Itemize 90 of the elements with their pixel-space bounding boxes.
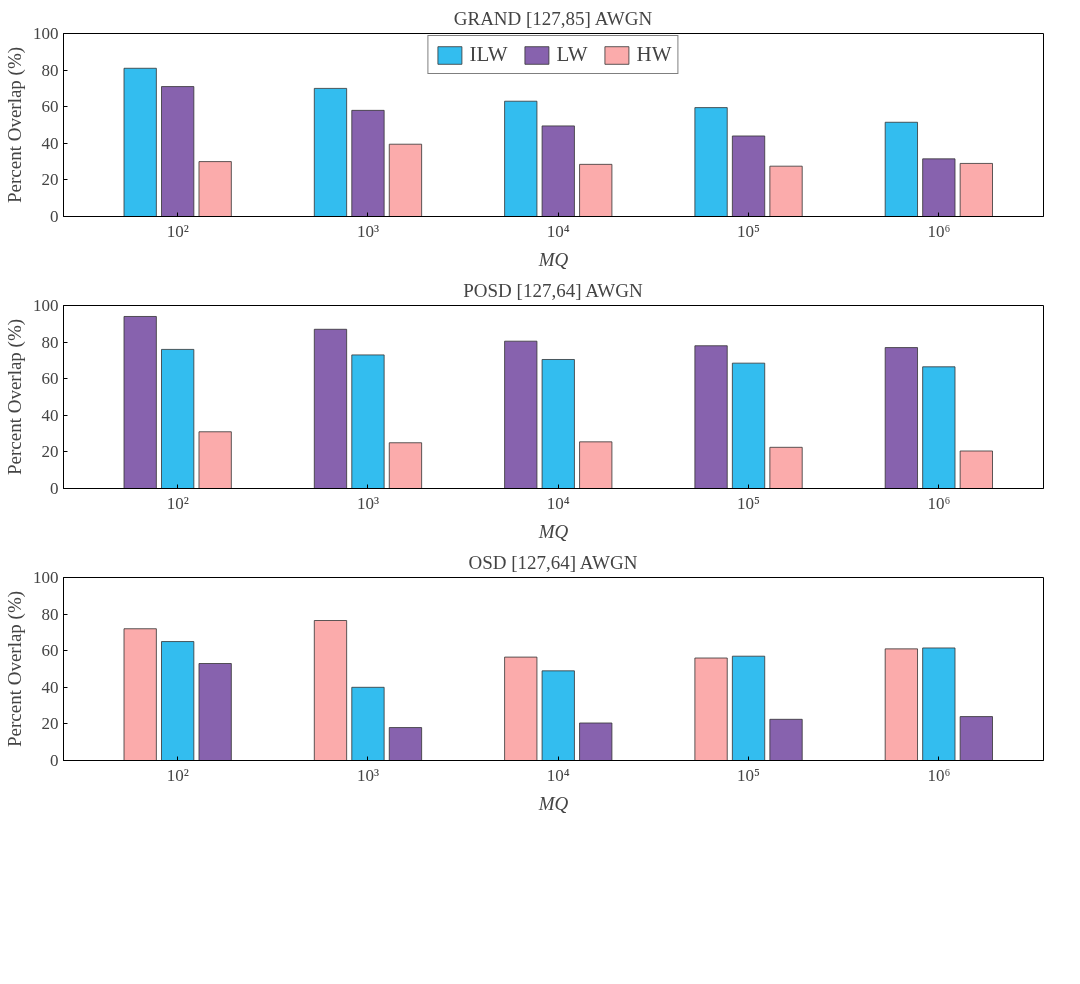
y-tick-label: 60 [41, 641, 59, 661]
y-tick-label: 80 [41, 332, 59, 352]
y-tick-label: 100 [33, 24, 59, 43]
y-tick-label: 40 [41, 677, 59, 697]
bar [579, 163, 613, 217]
chart-title: POSD [127,64] AWGN [463, 279, 644, 301]
bar [541, 670, 575, 761]
bar [579, 722, 613, 761]
x-tick-label: 10⁵ [737, 493, 761, 513]
x-tick-label: 10⁵ [737, 221, 761, 241]
bar [959, 716, 993, 761]
bar [313, 620, 348, 761]
bar [351, 354, 385, 489]
bar [884, 648, 918, 761]
x-tick-label: 10³ [356, 493, 380, 513]
bar [541, 125, 575, 217]
y-tick-label: 20 [41, 714, 59, 734]
legend-label: ILW [469, 42, 508, 67]
y-tick-label: 0 [50, 751, 59, 770]
x-tick-label: 10⁶ [927, 765, 951, 785]
y-tick-label: 0 [50, 207, 59, 226]
bar [769, 718, 803, 761]
y-tick-label: 100 [33, 568, 59, 587]
bar [959, 163, 993, 217]
bar [313, 328, 348, 489]
y-axis-title: Percent Overlap (%) [4, 318, 26, 476]
x-tick-label: 10³ [356, 765, 380, 785]
legend-label: HW [636, 42, 672, 67]
legend-label: LW [556, 42, 588, 67]
x-tick-label: 10⁴ [546, 221, 570, 241]
x-tick-label: 10⁴ [546, 765, 570, 785]
bar [694, 657, 728, 761]
y-tick-label: 100 [33, 296, 59, 315]
y-tick-label: 20 [41, 442, 59, 462]
bar [198, 161, 232, 217]
x-tick-label: 10³ [356, 221, 380, 241]
bar [769, 446, 803, 489]
bar [922, 647, 956, 761]
y-tick-label: 60 [41, 369, 59, 389]
bar [694, 107, 728, 217]
bar [198, 431, 232, 489]
y-tick-label: 40 [41, 405, 59, 425]
bar [541, 359, 575, 489]
bar [388, 143, 423, 217]
y-tick-label: 40 [41, 133, 59, 153]
bar [579, 441, 613, 489]
bar [161, 641, 195, 761]
bar [922, 158, 956, 217]
bar [351, 686, 385, 761]
bar [769, 165, 803, 217]
x-tick-label: 10⁶ [927, 221, 951, 241]
bar [922, 366, 956, 489]
bar [504, 100, 538, 217]
bar [731, 655, 766, 761]
bar [123, 316, 157, 489]
x-tick-label: 10² [166, 765, 189, 785]
bar [198, 663, 232, 761]
y-tick-label: 80 [41, 60, 59, 80]
x-axis-title: MQ [537, 520, 569, 542]
bar [694, 345, 728, 489]
x-tick-label: 10⁵ [737, 765, 761, 785]
y-tick-label: 60 [41, 97, 59, 117]
y-tick-label: 80 [41, 604, 59, 624]
bar [884, 121, 918, 217]
bar [884, 347, 918, 489]
y-tick-label: 0 [50, 479, 59, 498]
bar [351, 109, 385, 217]
bar [123, 628, 157, 761]
bar [388, 727, 423, 761]
bar [959, 450, 993, 489]
x-tick-label: 10² [166, 221, 189, 241]
bar [731, 135, 766, 217]
bar [313, 88, 348, 217]
chart-title: GRAND [127,85] AWGN [453, 7, 653, 29]
x-tick-label: 10⁴ [546, 493, 570, 513]
bar [123, 67, 157, 217]
x-tick-label: 10² [166, 493, 189, 513]
y-axis-title: Percent Overlap (%) [4, 46, 26, 204]
y-axis-title: Percent Overlap (%) [4, 590, 26, 748]
chart-title: OSD [127,64] AWGN [468, 551, 638, 573]
bar [504, 340, 538, 489]
bar [504, 656, 538, 761]
bar [161, 86, 195, 217]
bar [161, 349, 195, 489]
x-axis-title: MQ [537, 792, 569, 814]
y-tick-label: 20 [41, 170, 59, 190]
bar [731, 362, 766, 489]
x-tick-label: 10⁶ [927, 493, 951, 513]
bar [388, 442, 423, 489]
x-axis-title: MQ [537, 248, 569, 270]
